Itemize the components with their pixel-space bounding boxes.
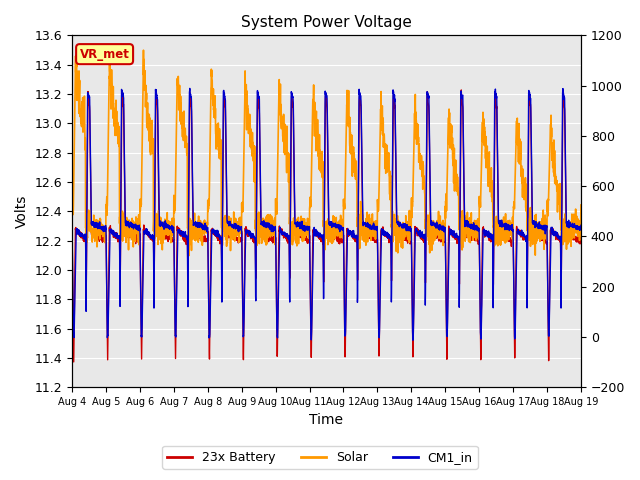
23x Battery: [70, 359, 77, 365]
CM1_in: [568, 223, 575, 228]
Line: Solar: Solar: [72, 50, 581, 255]
Y-axis label: Volts: Volts: [15, 195, 29, 228]
CM1_in: [264, 222, 271, 228]
Solar: [126, 223, 134, 229]
Solar: [68, 200, 76, 206]
Solar: [185, 252, 193, 258]
CM1_in: [186, 85, 194, 91]
Solar: [577, 202, 585, 208]
CM1_in: [156, 219, 164, 225]
23x Battery: [577, 226, 585, 232]
X-axis label: Time: Time: [310, 413, 344, 427]
23x Battery: [285, 253, 293, 259]
CM1_in: [285, 269, 293, 275]
23x Battery: [126, 232, 134, 238]
23x Battery: [458, 87, 465, 93]
Legend: 23x Battery, Solar, CM1_in: 23x Battery, Solar, CM1_in: [163, 446, 477, 469]
Solar: [264, 231, 271, 237]
Line: 23x Battery: 23x Battery: [72, 90, 581, 362]
Title: System Power Voltage: System Power Voltage: [241, 15, 412, 30]
Text: VR_met: VR_met: [79, 48, 129, 60]
Solar: [157, 237, 164, 243]
CM1_in: [126, 223, 134, 229]
CM1_in: [409, 337, 417, 343]
Solar: [285, 220, 293, 226]
Solar: [568, 227, 575, 232]
23x Battery: [68, 225, 76, 231]
23x Battery: [568, 237, 575, 242]
CM1_in: [68, 223, 76, 229]
Line: CM1_in: CM1_in: [72, 88, 581, 340]
CM1_in: [577, 222, 585, 228]
CM1_in: [513, 264, 520, 270]
23x Battery: [264, 231, 271, 237]
23x Battery: [513, 227, 520, 233]
23x Battery: [157, 228, 164, 234]
Solar: [140, 48, 147, 53]
Solar: [513, 124, 520, 130]
